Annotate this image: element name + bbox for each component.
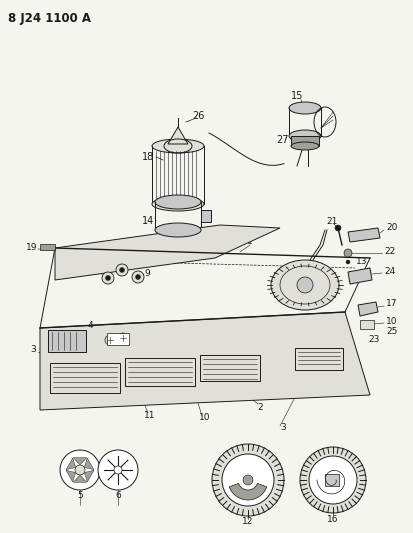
Bar (50, 363, 120, 393)
Text: 18: 18 (142, 152, 154, 162)
Bar (40, 244, 55, 250)
Polygon shape (40, 312, 369, 410)
Text: 3: 3 (280, 424, 285, 432)
Text: 13: 13 (355, 256, 367, 265)
Text: 20: 20 (385, 223, 396, 232)
Bar (48, 330, 86, 352)
Polygon shape (73, 475, 86, 482)
Text: 7: 7 (102, 261, 108, 270)
Circle shape (242, 475, 252, 485)
Ellipse shape (154, 195, 201, 209)
Circle shape (211, 444, 283, 516)
Text: 14: 14 (142, 216, 154, 226)
Circle shape (343, 249, 351, 257)
Text: 16: 16 (326, 514, 338, 523)
Text: 17: 17 (385, 300, 396, 309)
Ellipse shape (288, 102, 320, 114)
Text: 26: 26 (191, 111, 204, 121)
Text: 2: 2 (256, 402, 262, 411)
Circle shape (105, 335, 115, 345)
Text: 3: 3 (30, 345, 36, 354)
Text: 5: 5 (77, 491, 83, 500)
Ellipse shape (288, 130, 320, 142)
Polygon shape (84, 470, 94, 482)
Text: 19: 19 (26, 244, 37, 253)
Text: 23: 23 (367, 335, 378, 344)
Text: 1: 1 (247, 238, 252, 246)
Text: 4: 4 (87, 320, 93, 329)
Circle shape (345, 260, 349, 264)
Bar (294, 348, 342, 370)
Circle shape (132, 271, 144, 283)
Bar (201, 210, 211, 222)
Polygon shape (55, 225, 279, 280)
Polygon shape (357, 302, 377, 316)
Text: 21: 21 (325, 217, 337, 227)
Bar (107, 333, 129, 345)
Text: 9: 9 (144, 269, 150, 278)
Circle shape (135, 274, 140, 279)
Polygon shape (229, 483, 266, 500)
Text: 27: 27 (276, 135, 289, 145)
Ellipse shape (290, 142, 318, 150)
Bar (324, 474, 338, 486)
Polygon shape (84, 458, 94, 470)
Ellipse shape (152, 197, 204, 211)
Polygon shape (347, 228, 379, 242)
Bar (359, 320, 373, 329)
Text: 8: 8 (90, 268, 96, 277)
Circle shape (334, 225, 340, 231)
Circle shape (102, 272, 114, 284)
Text: 11: 11 (144, 410, 155, 419)
Text: 15: 15 (290, 91, 302, 101)
Circle shape (119, 268, 124, 272)
Text: 12: 12 (242, 518, 253, 527)
Circle shape (116, 264, 128, 276)
Text: 22: 22 (383, 247, 394, 256)
Circle shape (98, 450, 138, 490)
Circle shape (299, 447, 365, 513)
Circle shape (308, 456, 356, 504)
Circle shape (221, 454, 273, 506)
Polygon shape (66, 470, 76, 482)
Text: 6: 6 (115, 491, 121, 500)
Bar (290, 136, 318, 146)
Text: 24: 24 (383, 268, 394, 277)
Polygon shape (168, 127, 188, 144)
Circle shape (105, 276, 110, 280)
Text: 10: 10 (199, 414, 210, 423)
Circle shape (114, 466, 122, 474)
Bar (199, 355, 259, 381)
Text: 8 J24 1100 A: 8 J24 1100 A (8, 12, 91, 25)
Ellipse shape (271, 260, 338, 310)
Polygon shape (66, 458, 76, 470)
Text: 10: 10 (385, 318, 396, 327)
Circle shape (118, 333, 128, 343)
Bar (125, 358, 195, 386)
Polygon shape (73, 458, 86, 465)
Polygon shape (347, 268, 371, 284)
Circle shape (296, 277, 312, 293)
Text: 25: 25 (385, 327, 396, 335)
Ellipse shape (154, 223, 201, 237)
Ellipse shape (152, 139, 204, 153)
Circle shape (60, 450, 100, 490)
Circle shape (75, 465, 85, 475)
